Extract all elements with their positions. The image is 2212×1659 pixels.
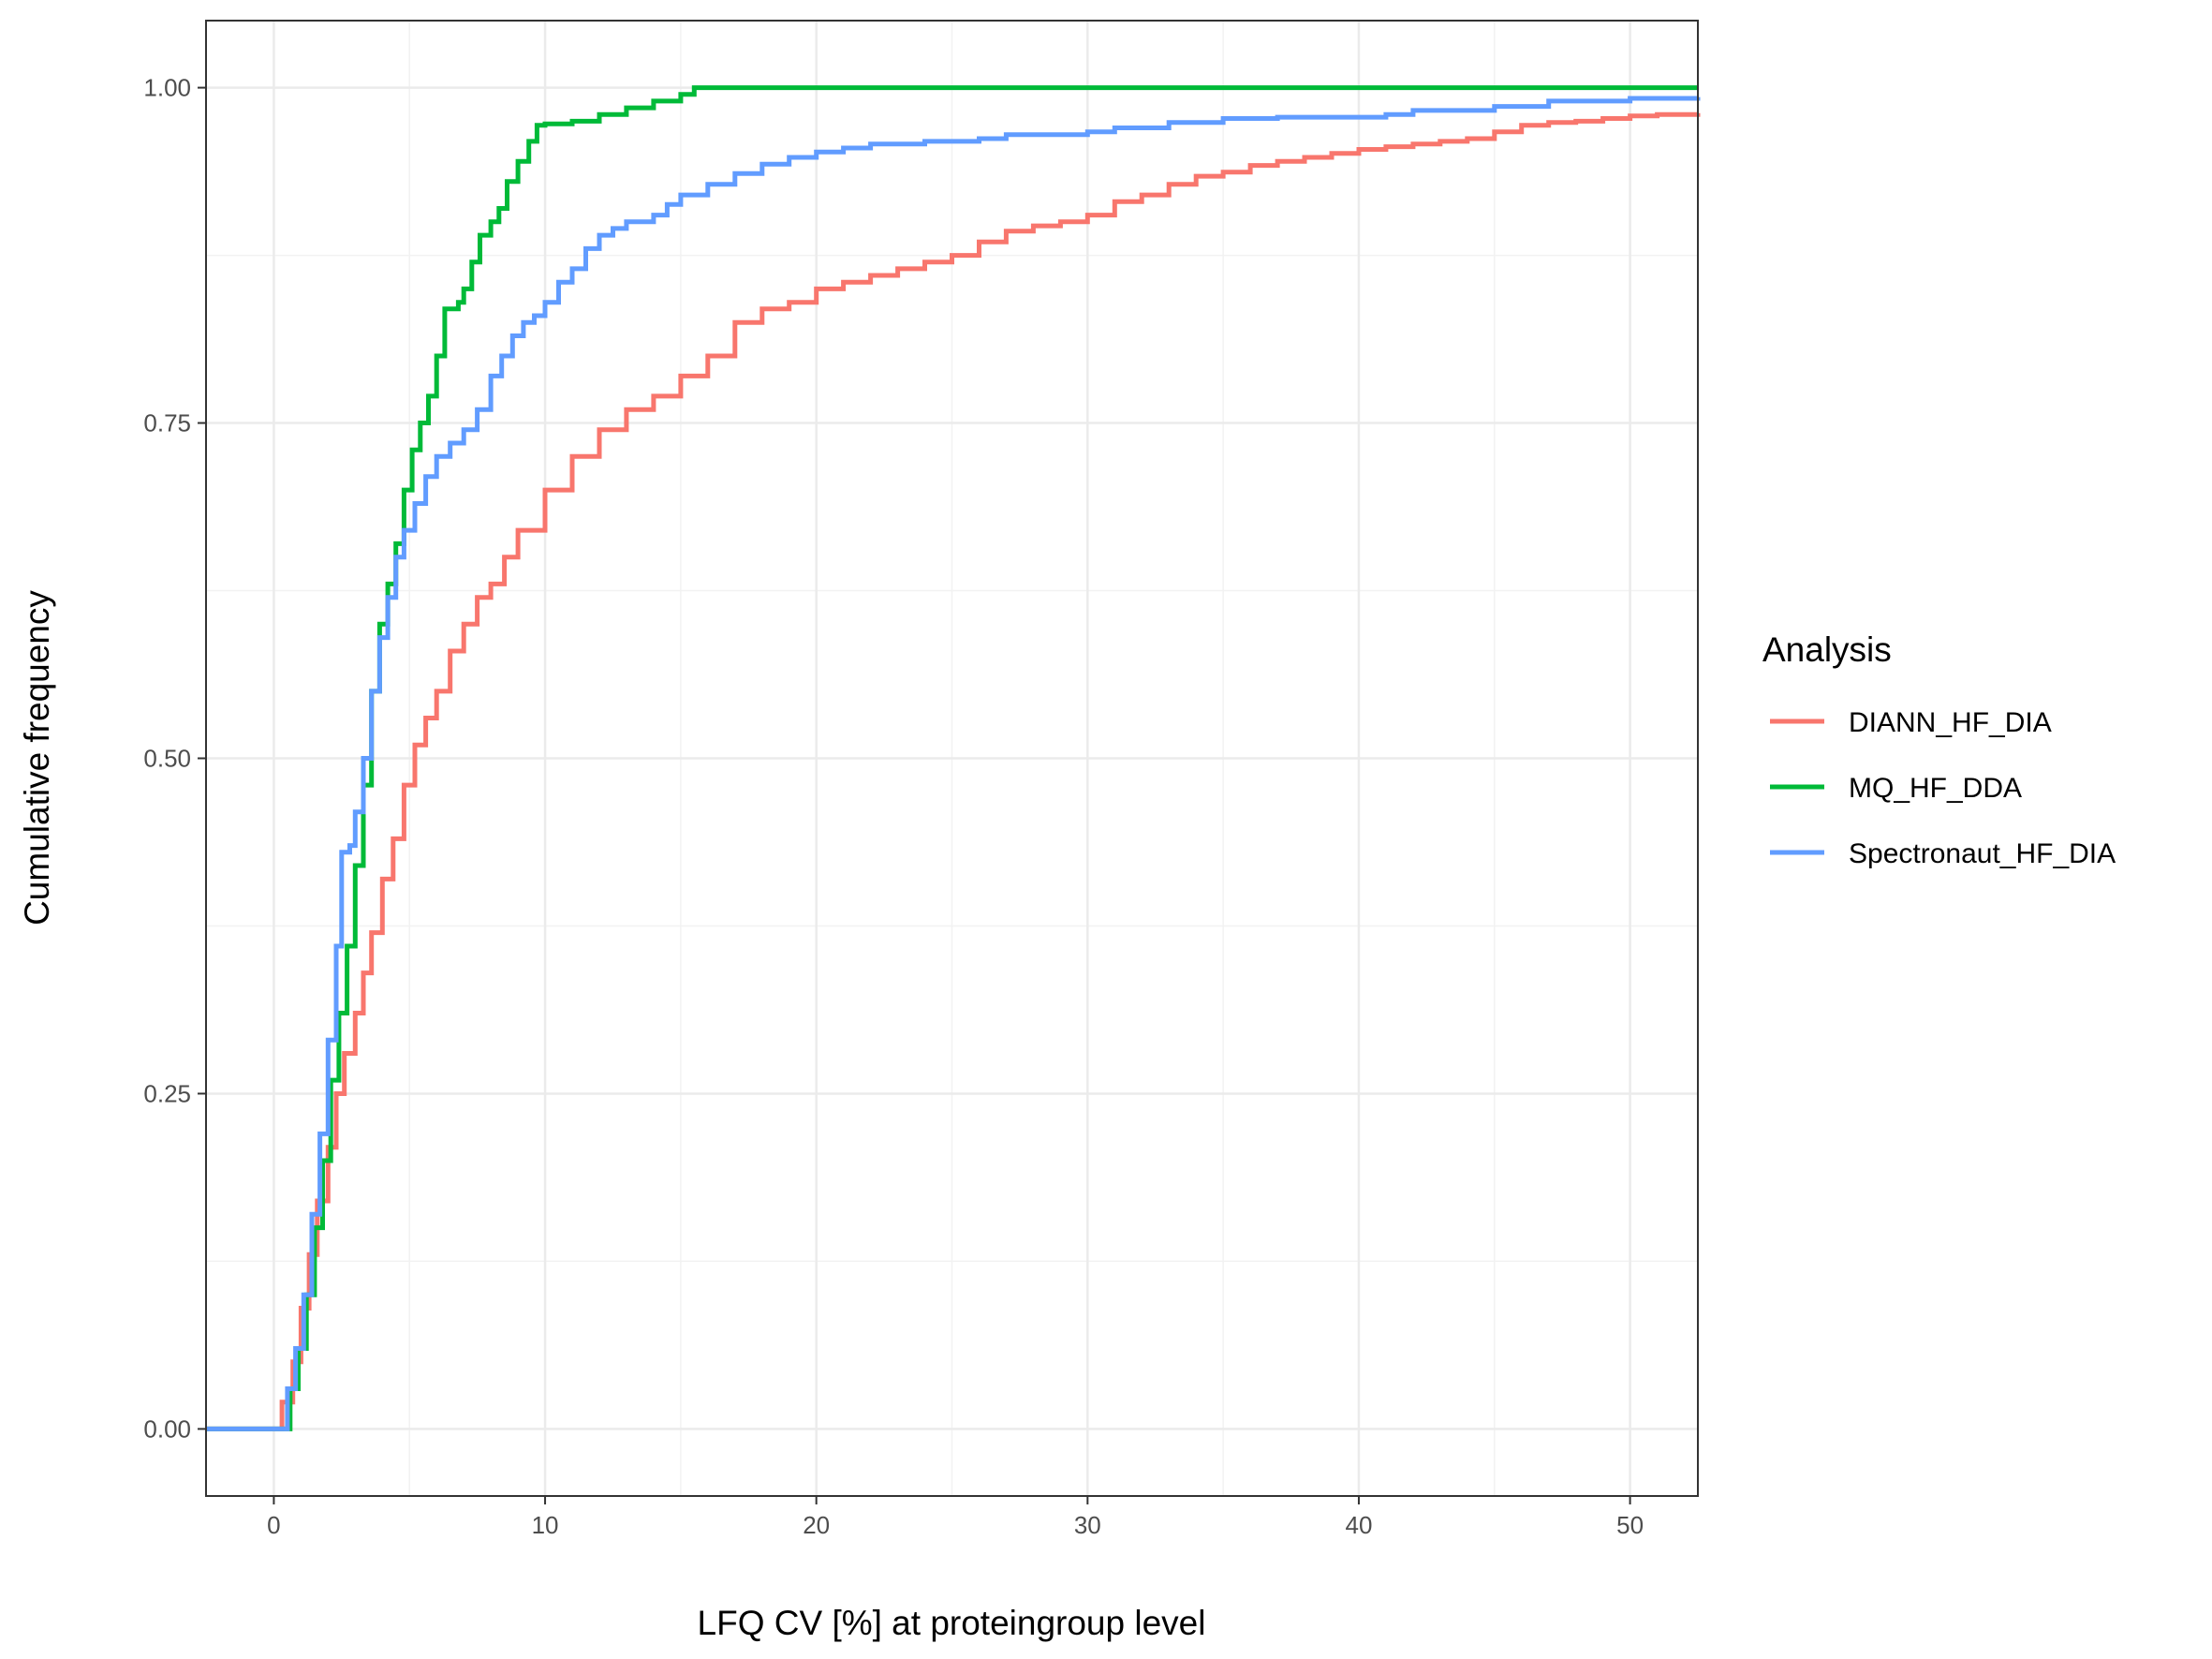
- legend-title: Analysis: [1762, 630, 1892, 669]
- legend-label: Spectronaut_HF_DIA: [1849, 838, 2116, 869]
- x-tick-label: 30: [1074, 1511, 1101, 1539]
- x-tick-label: 50: [1616, 1511, 1644, 1539]
- series-lines: [206, 85, 1701, 1431]
- y-axis-title: Cumulative frequency: [18, 590, 56, 926]
- x-tick-label: 20: [803, 1511, 830, 1539]
- series-line-spectronaut-hf-dia: [206, 96, 1701, 1431]
- legend-items: DIANN_HF_DIA MQ_HF_DDA Spectronaut_HF_DIA: [1770, 707, 2116, 869]
- legend-label: DIANN_HF_DIA: [1849, 707, 2052, 738]
- x-tick-label: 10: [532, 1511, 559, 1539]
- series-line-diann-hf-dia: [206, 111, 1701, 1431]
- x-axis-title: LFQ CV [%] at proteingroup level: [698, 1604, 1206, 1642]
- y-tick-label: 1.00: [143, 74, 191, 102]
- x-tick-label: 0: [267, 1511, 280, 1539]
- x-axis: 0 10 20 30 40 50: [267, 1496, 1644, 1539]
- series-line-mq-hf-dda: [206, 85, 1698, 1431]
- y-tick-label: 0.75: [143, 409, 191, 437]
- y-tick-label: 0.25: [143, 1079, 191, 1107]
- x-tick-label: 40: [1345, 1511, 1372, 1539]
- y-axis: 0.00 0.25 0.50 0.75 1.00: [143, 74, 206, 1443]
- y-tick-label: 0.50: [143, 745, 191, 773]
- legend-label: MQ_HF_DDA: [1849, 773, 2022, 804]
- legend: Analysis DIANN_HF_DIA MQ_HF_DDA Spectronau…: [1762, 630, 2116, 869]
- y-tick-label: 0.00: [143, 1415, 191, 1443]
